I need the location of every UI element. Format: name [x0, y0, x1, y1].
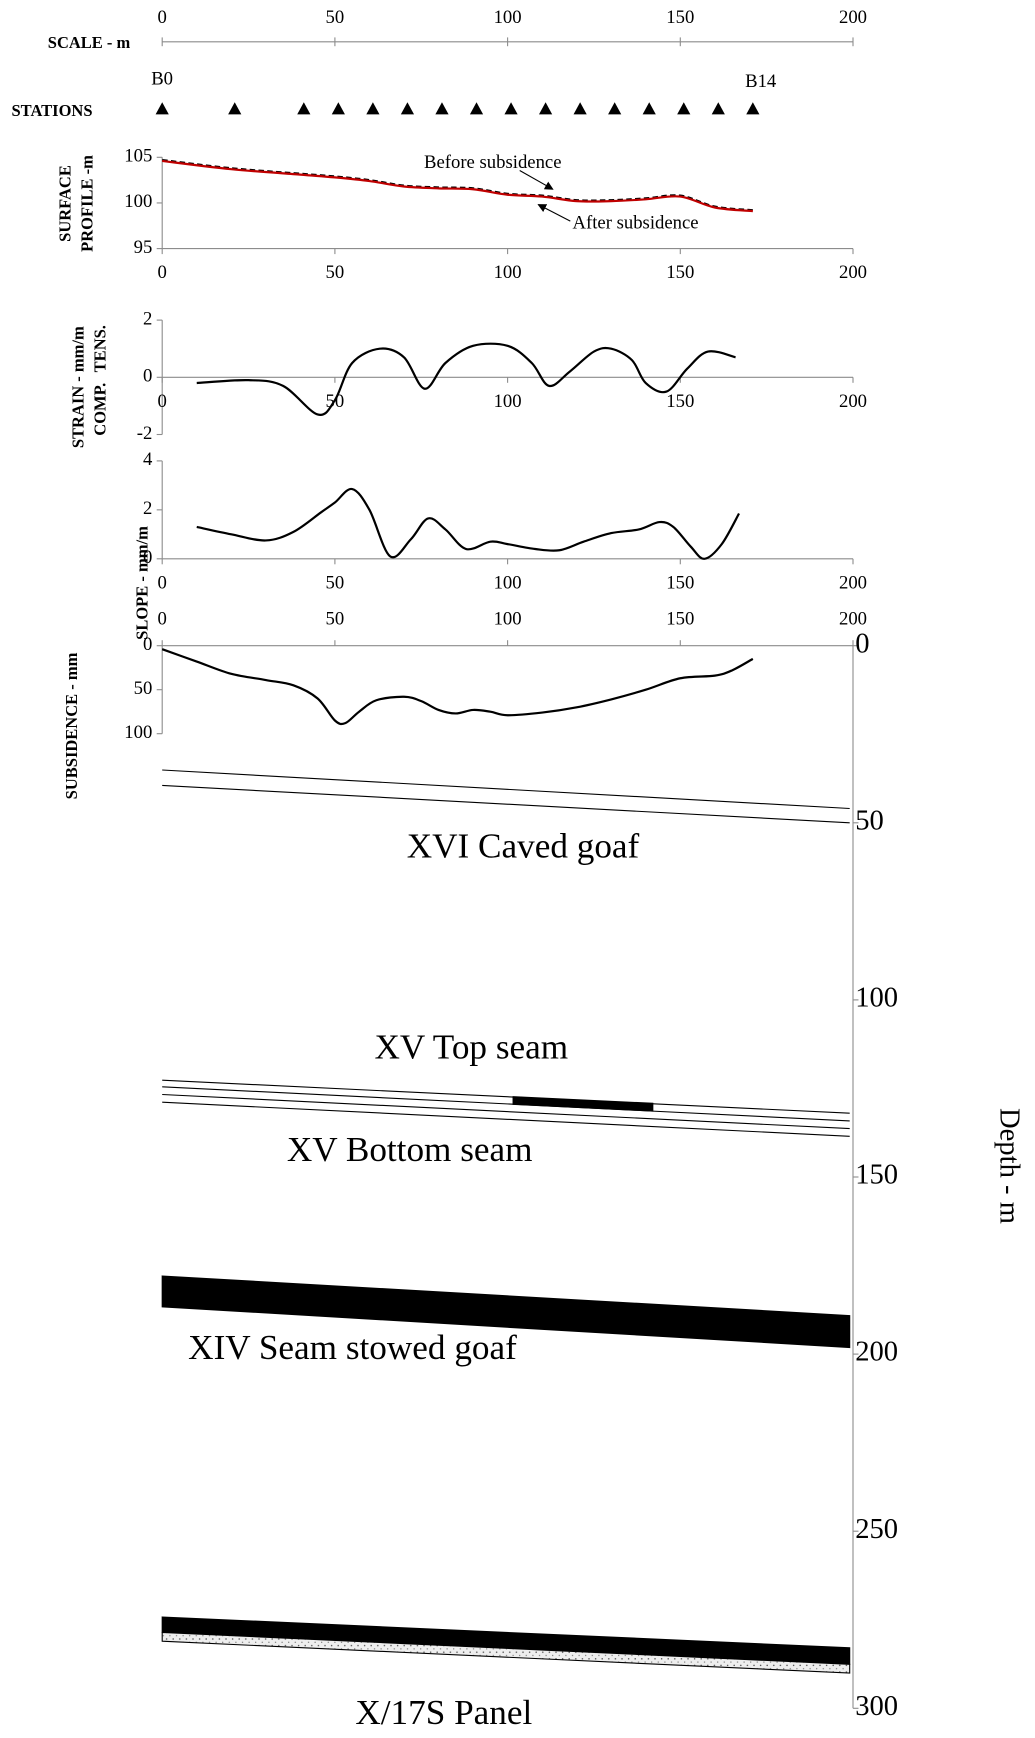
strata	[161, 769, 851, 1674]
x-tick-label: 50	[326, 262, 345, 283]
x-tick-label: 0	[158, 572, 167, 593]
series-line	[196, 487, 740, 560]
station	[155, 102, 169, 115]
annotation: TENS.	[90, 325, 109, 372]
x-tick-label: 50	[326, 609, 345, 630]
y-tick-label: 95	[134, 237, 153, 258]
x-tick-label: 0	[158, 7, 167, 28]
y-tick-label: 4	[143, 449, 153, 470]
y-tick-label: 105	[124, 146, 152, 167]
y-tick-label: 2	[143, 498, 152, 519]
station	[746, 102, 760, 115]
x-tick-label: 200	[839, 572, 867, 593]
station	[400, 102, 415, 115]
x-tick-label: 100	[494, 572, 522, 593]
annotation-arrow	[519, 170, 554, 190]
station	[366, 102, 380, 115]
station	[469, 102, 484, 115]
series-line	[162, 159, 753, 213]
x-tick-label: 100	[494, 7, 522, 28]
x-tick-label: 50	[326, 572, 345, 593]
x-tick-label: 200	[839, 391, 867, 412]
layer-label: X/17S Panel	[355, 1693, 532, 1732]
y-tick-label: -2	[137, 423, 153, 444]
station	[711, 102, 725, 115]
layer-label: XVI Caved goaf	[407, 826, 640, 865]
station	[331, 102, 345, 115]
x-tick-label: 200	[839, 262, 867, 283]
y-tick-label: 50	[134, 678, 153, 699]
x-tick-label: 150	[666, 391, 694, 412]
layer-label: XV Top seam	[374, 1028, 568, 1067]
y-tick-label: 0	[143, 366, 152, 387]
x-tick-label: 150	[666, 7, 694, 28]
station	[573, 102, 587, 115]
station	[435, 102, 449, 115]
y-tick-label: 100	[124, 191, 152, 212]
depth-tick-label: 50	[855, 805, 884, 836]
y-tick-label: 100	[124, 722, 152, 743]
x-tick-label: 100	[494, 262, 522, 283]
layer-label: XIV Seam stowed goaf	[188, 1328, 517, 1367]
depth-tick-label: 150	[855, 1160, 898, 1191]
station	[228, 102, 242, 115]
y-tick-label: 0	[143, 547, 152, 568]
depth-tick-label: 200	[855, 1337, 898, 1368]
layer-label: XV Bottom seam	[287, 1130, 533, 1169]
series-line	[196, 342, 736, 416]
x-tick-label: 0	[158, 391, 167, 412]
y-axis-label: SURFACE	[55, 165, 74, 242]
series-line	[161, 648, 754, 726]
x-tick-label: 150	[666, 609, 694, 630]
x-tick-label: 50	[326, 7, 345, 28]
station	[677, 102, 691, 115]
annotation: COMP.	[90, 383, 109, 436]
x-tick-label: 150	[666, 262, 694, 283]
station-label: B14	[745, 71, 777, 92]
y-axis-label: STRAIN - mm/m	[68, 326, 87, 448]
y-tick-label: 2	[143, 308, 152, 329]
depth-axis-label: Depth - m	[993, 1108, 1024, 1224]
y-axis-label: SUBSIDENCE - mm	[62, 652, 81, 799]
x-tick-label: 100	[494, 609, 522, 630]
station	[538, 102, 553, 115]
depth-tick-label: 0	[855, 628, 869, 659]
x-tick-label: 0	[158, 609, 167, 630]
station	[642, 102, 656, 115]
depth-tick-label: 100	[855, 982, 898, 1013]
station-label: B0	[151, 69, 173, 90]
y-axis-label: PROFILE -m	[77, 155, 96, 252]
annotation: Before subsidence	[424, 152, 562, 173]
station	[297, 102, 311, 115]
y-axis-label: SLOPE - mm/m	[132, 526, 151, 640]
axis-label: STATIONS	[12, 101, 93, 120]
x-tick-label: 200	[839, 609, 867, 630]
depth-tick-label: 250	[855, 1514, 898, 1545]
x-tick-label: 100	[494, 391, 522, 412]
annotation: After subsidence	[573, 213, 699, 234]
axis-label: SCALE - m	[48, 33, 131, 52]
station	[608, 102, 622, 115]
depth-tick-label: 300	[855, 1691, 898, 1722]
y-tick-label: 0	[143, 634, 152, 655]
x-tick-label: 150	[666, 572, 694, 593]
x-tick-label: 0	[158, 262, 167, 283]
x-tick-label: 200	[839, 7, 867, 28]
station	[504, 102, 518, 115]
annotation-arrow	[537, 204, 571, 222]
